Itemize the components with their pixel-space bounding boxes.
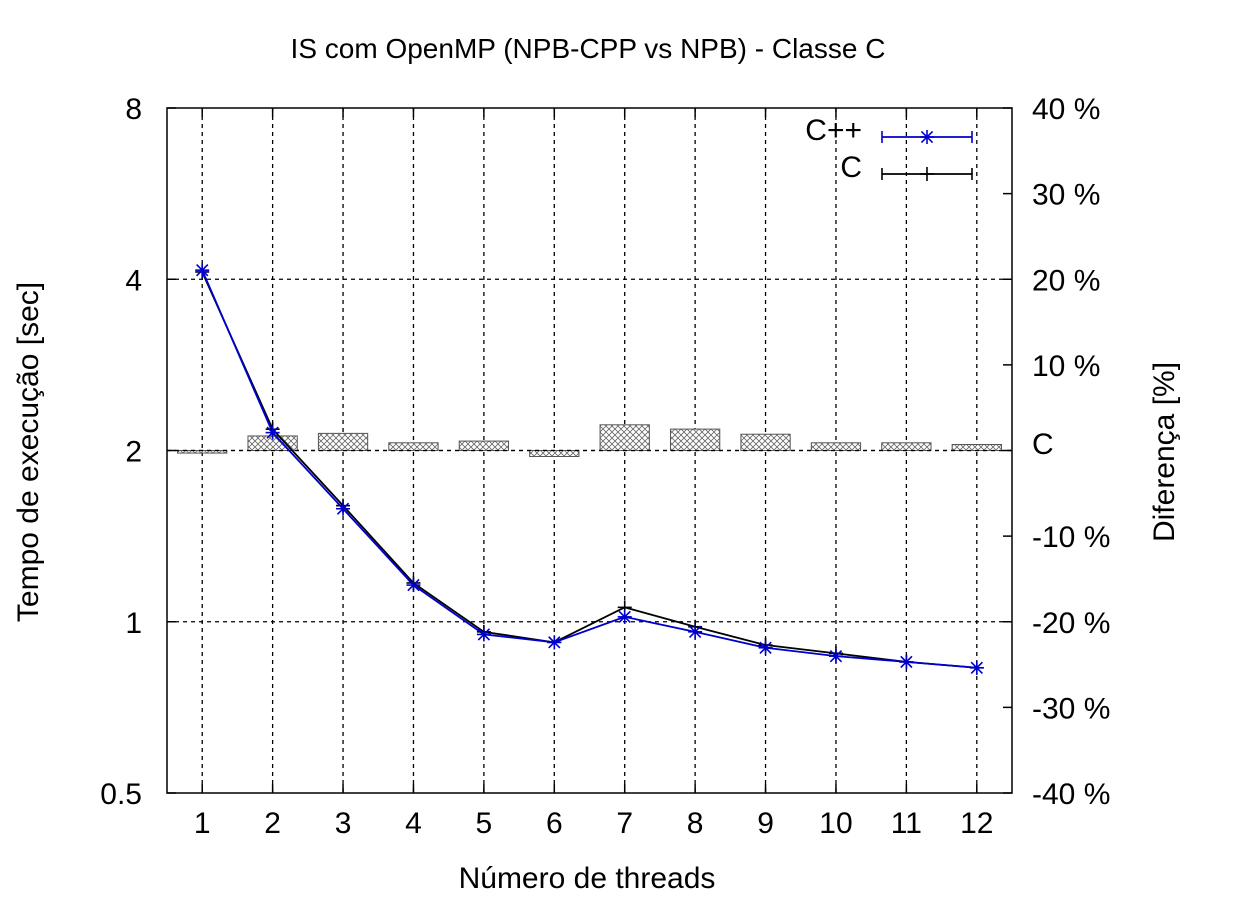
x-tick-label: 4 xyxy=(405,807,422,840)
y2-axis-label: Diferença [%] xyxy=(1148,362,1181,542)
series-line-c xyxy=(201,271,977,669)
difference-bar xyxy=(317,432,369,451)
y2-tick-label: 40 % xyxy=(1032,93,1100,126)
series-point-cpp xyxy=(195,263,210,278)
series-point-cpp xyxy=(758,640,773,655)
y-tick-label: 2 xyxy=(125,436,142,469)
x-tick-label: 8 xyxy=(687,807,704,840)
series-point-cpp xyxy=(406,578,421,593)
x-axis-label: Número de threads xyxy=(459,862,716,895)
series-point-cpp xyxy=(969,660,984,675)
series-point-cpp xyxy=(617,609,632,624)
legend-label-c: C xyxy=(840,151,862,184)
y2-tick-label: -40 % xyxy=(1032,778,1110,811)
y-tick-label: 1 xyxy=(125,607,142,640)
legend: C++ C xyxy=(805,114,973,184)
difference-bar xyxy=(669,428,721,451)
x-tick-label: 7 xyxy=(616,807,633,840)
y-tick-label: 8 xyxy=(125,93,142,126)
y-tick-label: 0.5 xyxy=(100,778,142,811)
difference-bar xyxy=(529,450,580,457)
difference-bar xyxy=(458,440,510,451)
legend-marker xyxy=(920,130,934,144)
x-tick-label: 10 xyxy=(819,807,852,840)
x-tick-label: 1 xyxy=(194,807,211,840)
difference-bar xyxy=(951,444,1002,452)
legend-sample-cpp xyxy=(881,130,973,144)
y2-tick-label: 10 % xyxy=(1032,350,1100,383)
y-tick-labels: 0.5 1 2 4 8 xyxy=(100,93,142,811)
x-tick-label: 3 xyxy=(335,807,352,840)
y2-tick-labels: -40 % -30 % -20 % -10 % 10 % 20 % 30 % 40 % xyxy=(1032,93,1110,811)
x-tick-label: 5 xyxy=(476,807,493,840)
y2-tick-label: -30 % xyxy=(1032,692,1110,725)
difference-bar xyxy=(740,433,791,452)
difference-bar xyxy=(881,442,932,452)
axis-ticks xyxy=(167,107,1012,794)
x-tick-label: 9 xyxy=(757,807,774,840)
series-point-cpp xyxy=(547,635,562,650)
chart-title: IS com OpenMP (NPB-CPP vs NPB) - Classe … xyxy=(291,33,886,64)
legend-label-cpp: C++ xyxy=(805,114,862,147)
difference-bars xyxy=(177,424,1002,457)
series-line-cpp xyxy=(201,269,977,669)
y-tick-label: 4 xyxy=(125,264,142,297)
difference-bar xyxy=(599,424,650,451)
y-axis-label: Tempo de execução [sec] xyxy=(12,282,45,622)
y2-tick-label: 30 % xyxy=(1032,179,1100,212)
series-point-cpp xyxy=(336,501,351,516)
series-point-cpp xyxy=(688,624,703,639)
x-tick-label: 6 xyxy=(546,807,563,840)
difference-bar xyxy=(388,442,439,452)
series-lines xyxy=(195,263,984,675)
series-point-cpp xyxy=(899,654,914,669)
x-tick-label: 12 xyxy=(960,807,993,840)
y2-tick-label: 20 % xyxy=(1032,264,1100,297)
legend-marker xyxy=(920,167,934,181)
series-point-cpp xyxy=(476,627,491,642)
series-point-cpp xyxy=(265,425,280,440)
difference-bar xyxy=(810,442,862,452)
x-tick-label: 2 xyxy=(264,807,281,840)
legend-sample-c xyxy=(881,167,973,181)
series-point-cpp xyxy=(828,649,843,664)
x-tick-labels: 1 2 3 4 5 6 7 8 9 10 11 12 xyxy=(194,807,994,840)
grid-lines xyxy=(167,108,1012,793)
y2-zero-label: C xyxy=(1032,428,1054,461)
x-tick-label: 11 xyxy=(891,807,922,840)
y2-tick-label: -20 % xyxy=(1032,607,1110,640)
y2-tick-label: -10 % xyxy=(1032,521,1110,554)
